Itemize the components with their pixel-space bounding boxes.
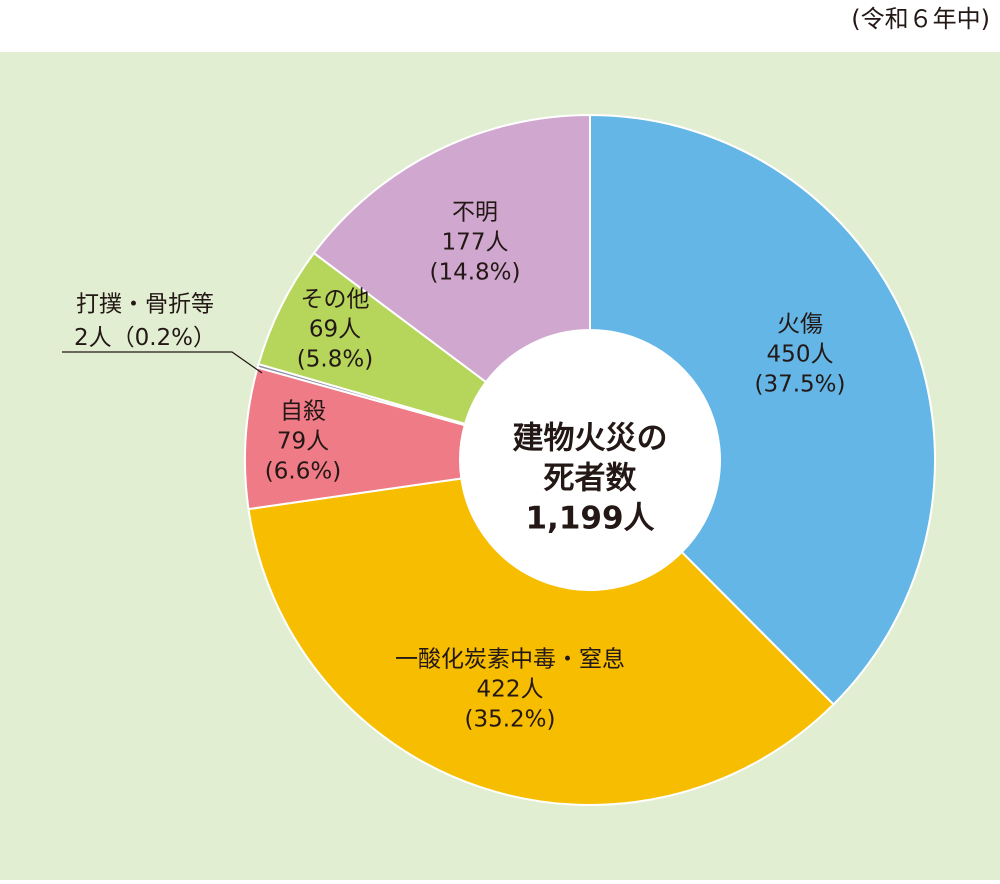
count-label: 422人	[477, 677, 544, 703]
category-label: 火傷	[777, 312, 823, 338]
count-label: 2人	[74, 325, 112, 351]
percent-label: （0.2%）	[112, 325, 216, 351]
percent-label: (5.8%)	[297, 347, 373, 373]
category-label: 打撲・骨折等	[76, 292, 214, 318]
count-label: 177人	[442, 230, 509, 256]
category-label: 一酸化炭素中毒・窒息	[395, 647, 625, 673]
category-label: 不明	[452, 200, 498, 226]
category-label: 自殺	[280, 399, 326, 425]
donut-hole	[460, 330, 720, 590]
count-label: 450人	[767, 342, 834, 368]
center-label: 死者数	[544, 461, 637, 497]
category-label: その他	[301, 287, 370, 313]
count-label: 79人	[277, 429, 329, 455]
count-label: 69人	[309, 317, 361, 343]
value-label: 2人（0.2%）	[74, 325, 216, 351]
center-label: 建物火災の	[513, 421, 668, 457]
center-label: 1,199人	[525, 501, 654, 537]
percent-label: (6.6%)	[265, 459, 341, 485]
percent-label: (37.5%)	[754, 372, 845, 398]
percent-label: (14.8%)	[429, 260, 520, 286]
percent-label: (35.2%)	[464, 707, 555, 733]
leader-line	[62, 351, 263, 374]
subtitle: (令和６年中)	[851, 5, 990, 33]
